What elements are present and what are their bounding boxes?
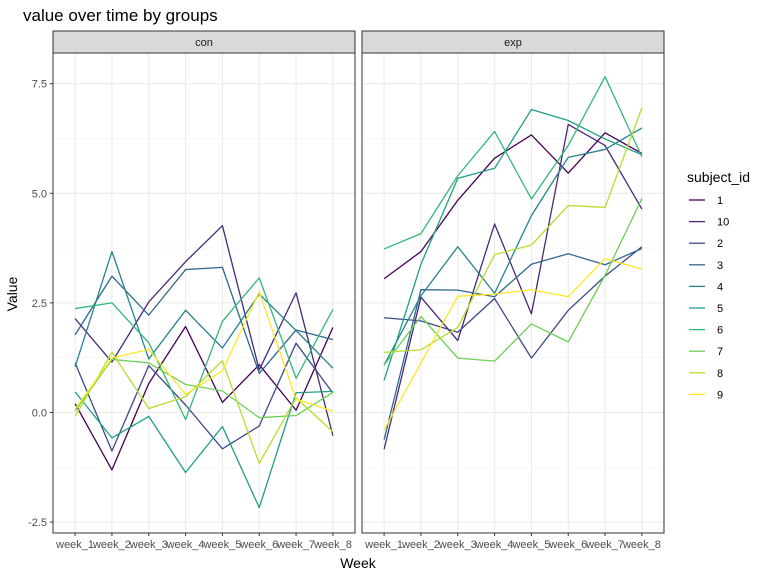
series-line-7	[74, 358, 334, 419]
plot-background	[362, 53, 664, 533]
series-line-5	[74, 390, 333, 509]
panels: conweek_1week_2week_3week_4week_5week_6w…	[52, 30, 665, 551]
legend-item-6: 6	[689, 325, 723, 337]
plot-background	[53, 53, 355, 533]
legend-item-7: 7	[689, 346, 723, 358]
legend-label: 7	[717, 346, 723, 358]
series-line-8	[74, 351, 334, 464]
y-tick-label: 7.5	[32, 79, 47, 91]
legend-label: 5	[717, 303, 723, 315]
legend-item-8: 8	[689, 368, 723, 380]
legend-title: subject_id	[687, 169, 750, 185]
y-axis-ticks: -2.5 0.0 2.5 5.0 7.5	[28, 79, 53, 529]
x-tick-label: week_2	[92, 539, 131, 551]
x-tick-label: week_7	[276, 539, 315, 551]
x-tick-label: week_4	[166, 539, 205, 551]
series-line-3	[74, 266, 334, 375]
x-tick-label: week_1	[55, 539, 94, 551]
series-line-6	[383, 76, 643, 250]
legend: subject_id 1 10 2 3 4 5 6 7 8 9	[687, 169, 750, 401]
legend-item-1: 1	[689, 195, 723, 207]
series-line-10	[74, 225, 334, 436]
legend-label: 2	[717, 238, 723, 250]
series-line-4	[383, 127, 643, 366]
x-tick-label: week_8	[313, 539, 352, 551]
legend-item-2: 2	[689, 238, 723, 250]
legend-label: 6	[717, 325, 723, 337]
series-line-2	[74, 342, 334, 452]
chart-title: value over time by groups	[23, 6, 218, 25]
x-tick-label: week_8	[622, 539, 661, 551]
x-tick-label: week_2	[401, 539, 440, 551]
legend-label: 10	[717, 217, 729, 229]
legend-label: 1	[717, 195, 723, 207]
facet-label: exp	[504, 37, 522, 49]
legend-label: 3	[717, 260, 723, 272]
x-tick-label: week_5	[511, 539, 550, 551]
series-line-9	[74, 291, 334, 412]
y-tick-label: 2.5	[32, 298, 47, 310]
series-line-4	[74, 250, 334, 369]
x-tick-label: week_6	[239, 539, 278, 551]
panel-border	[361, 52, 665, 534]
series-line-3	[383, 247, 643, 440]
x-tick-label: week_6	[548, 539, 587, 551]
series-line-9	[383, 257, 643, 431]
y-axis-title: Value	[4, 276, 20, 311]
legend-item-3: 3	[689, 260, 723, 272]
series-line-5	[383, 108, 643, 381]
x-tick-label: week_1	[364, 539, 403, 551]
facet-label: con	[195, 37, 213, 49]
x-tick-label: week_4	[475, 539, 514, 551]
legend-item-4: 4	[689, 281, 723, 293]
x-axis-title: Week	[340, 555, 377, 571]
y-tick-label: -2.5	[28, 517, 47, 529]
series-line-10	[383, 123, 643, 450]
y-tick-label: 5.0	[32, 188, 47, 200]
x-tick-label: week_7	[585, 539, 624, 551]
x-tick-label: week_5	[202, 539, 241, 551]
series-line-1	[383, 132, 643, 280]
legend-items: 1 10 2 3 4 5 6 7 8 9	[689, 195, 729, 401]
legend-item-10: 10	[689, 217, 729, 229]
series-line-6	[75, 277, 334, 421]
x-tick-label: week_3	[129, 539, 168, 551]
series-line-8	[384, 107, 643, 354]
legend-label: 4	[717, 281, 723, 293]
panel-border	[52, 52, 356, 534]
panel-con: conweek_1week_2week_3week_4week_5week_6w…	[52, 30, 356, 551]
panel-exp: expweek_1week_2week_3week_4week_5week_6w…	[361, 30, 665, 551]
legend-label: 9	[717, 389, 723, 401]
legend-item-9: 9	[689, 389, 723, 401]
series-line-7	[383, 198, 643, 366]
x-tick-label: week_3	[438, 539, 477, 551]
legend-item-5: 5	[689, 303, 723, 315]
y-tick-label: 0.0	[32, 407, 47, 419]
legend-label: 8	[717, 368, 723, 380]
series-line-1	[74, 325, 334, 471]
